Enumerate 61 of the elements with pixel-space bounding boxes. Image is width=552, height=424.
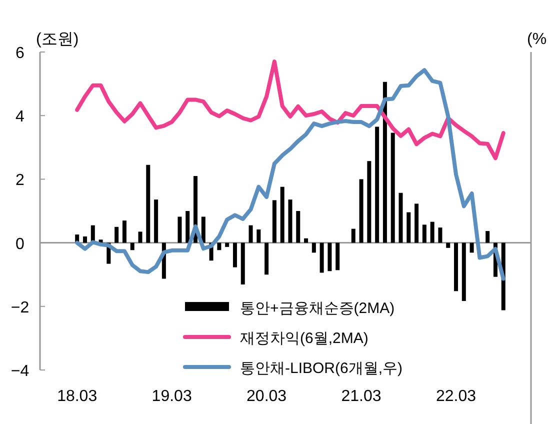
bar <box>398 192 403 243</box>
bar <box>446 242 450 248</box>
bar <box>462 242 466 301</box>
bar <box>186 211 190 243</box>
bar <box>225 242 230 247</box>
bar <box>486 231 490 243</box>
bar <box>248 225 253 243</box>
bar <box>272 200 276 243</box>
legend-label: 통안+금융채순증(2MA) <box>240 300 395 317</box>
bar <box>122 220 126 243</box>
bar <box>430 222 434 243</box>
y2-axis-title: (% <box>527 31 547 48</box>
x-tick-label: 22.03 <box>436 388 476 405</box>
bar <box>470 242 474 253</box>
bar <box>217 242 222 250</box>
y-tick-label: 6 <box>16 45 25 62</box>
bar <box>264 242 269 275</box>
legend-label: 통안채-LIBOR(6개월,우) <box>240 360 403 377</box>
line-series <box>75 68 506 281</box>
bar <box>114 226 119 243</box>
bar <box>130 242 134 250</box>
bar <box>201 216 206 243</box>
bar <box>304 238 308 243</box>
y-tick-label: 2 <box>16 172 25 190</box>
x-tick-label: 19.03 <box>152 388 192 405</box>
bar <box>351 228 356 243</box>
bar <box>288 200 292 243</box>
bar <box>320 242 324 273</box>
bar <box>454 242 458 292</box>
bar <box>296 211 300 243</box>
bar <box>336 242 340 270</box>
bar <box>359 179 364 243</box>
y-tick-label: 0 <box>16 236 25 253</box>
bar <box>178 216 182 243</box>
bar <box>240 242 245 284</box>
y-axis-title: (조원) <box>36 31 79 48</box>
bar <box>375 126 380 243</box>
bar <box>390 132 395 243</box>
y-tick-label: −4 <box>10 363 30 380</box>
bar <box>422 224 426 243</box>
bar <box>328 242 332 272</box>
bar <box>232 242 237 268</box>
bar <box>438 228 442 243</box>
bar <box>414 204 419 243</box>
x-tick-label: 21.03 <box>341 388 382 405</box>
legend-label: 재정차익(6월,2MA) <box>240 330 368 347</box>
bar <box>138 232 142 243</box>
x-tick-label: 18.03 <box>57 388 98 405</box>
bar <box>312 242 316 253</box>
x-tick-label: 20.03 <box>246 388 287 405</box>
bar <box>82 236 87 243</box>
bar <box>146 164 150 243</box>
bar <box>154 200 158 243</box>
y-tick-label: −2 <box>10 299 30 316</box>
bar <box>280 186 284 243</box>
bar <box>256 229 261 243</box>
bar <box>382 82 387 243</box>
bar <box>367 161 372 243</box>
line-series <box>75 60 506 160</box>
bar <box>406 212 411 243</box>
y-tick-label: 4 <box>16 108 25 126</box>
